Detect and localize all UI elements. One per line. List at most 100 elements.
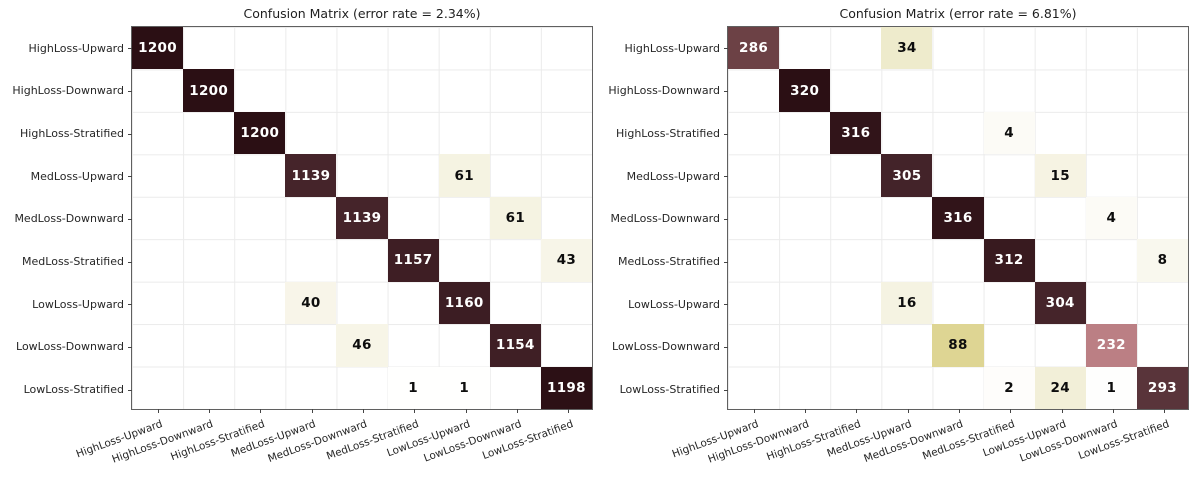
matrix-cell: 232 bbox=[1085, 324, 1137, 367]
matrix-cell bbox=[183, 27, 234, 69]
matrix-cell bbox=[439, 69, 490, 111]
y-axis-label: HighLoss-Upward bbox=[28, 41, 124, 55]
matrix-cell bbox=[1137, 69, 1188, 111]
matrix-cell bbox=[728, 239, 779, 281]
matrix-cell bbox=[1035, 69, 1086, 111]
matrix-cell bbox=[490, 367, 541, 409]
y-axis-label: LowLoss-Downward bbox=[16, 340, 124, 354]
matrix-cell bbox=[1137, 27, 1188, 69]
matrix-cell bbox=[234, 69, 285, 111]
matrix-cell bbox=[132, 324, 183, 366]
matrix-cell bbox=[728, 367, 779, 409]
matrix-cell bbox=[541, 112, 592, 154]
confusion-matrix-left: Confusion Matrix (error rate = 2.34%) 12… bbox=[12, 6, 593, 466]
matrix-cell bbox=[132, 69, 183, 111]
y-axis-tick bbox=[724, 176, 728, 178]
matrix-cell bbox=[1086, 282, 1137, 324]
matrix-cell bbox=[336, 154, 387, 196]
heatmap-grid: 286 34 320 316 4 305 15 316 4 312 8 16 304 88 232 2 24 1 2… bbox=[728, 27, 1188, 409]
matrix-cell bbox=[728, 154, 779, 196]
matrix-cell bbox=[1035, 239, 1086, 281]
matrix-cell bbox=[336, 112, 387, 154]
matrix-cell: 88 bbox=[932, 324, 984, 367]
matrix-cell bbox=[1086, 27, 1137, 69]
matrix-cell bbox=[388, 282, 439, 324]
y-axis-tick bbox=[128, 176, 132, 178]
matrix-cell bbox=[490, 27, 541, 69]
chart-title: Confusion Matrix (error rate = 2.34%) bbox=[243, 6, 481, 21]
matrix-cell: 1139 bbox=[336, 196, 388, 240]
matrix-cell bbox=[779, 239, 830, 281]
matrix-cell bbox=[183, 239, 234, 281]
matrix-cell bbox=[234, 27, 285, 69]
x-axis-label: LowLoss-Stratified bbox=[1076, 418, 1171, 463]
y-axis-tick bbox=[724, 347, 728, 348]
matrix-cell bbox=[1086, 112, 1137, 154]
matrix-cell bbox=[541, 282, 592, 324]
matrix-cell bbox=[1137, 282, 1188, 324]
matrix-cell bbox=[830, 197, 881, 239]
matrix-cell bbox=[779, 197, 830, 239]
x-axis-tick bbox=[260, 409, 262, 413]
matrix-cell bbox=[728, 112, 779, 154]
matrix-cell bbox=[285, 27, 336, 69]
matrix-cell: 34 bbox=[881, 27, 933, 70]
matrix-cell bbox=[490, 154, 541, 196]
matrix-cell bbox=[234, 282, 285, 324]
matrix-cell: 1160 bbox=[438, 281, 490, 325]
matrix-cell: 316 bbox=[932, 196, 984, 240]
matrix-cell bbox=[932, 112, 983, 154]
matrix-cell: 1 bbox=[438, 366, 490, 409]
matrix-cell bbox=[984, 154, 1035, 196]
matrix-cell bbox=[881, 69, 932, 111]
x-axis-tick bbox=[1113, 409, 1114, 413]
matrix-cell bbox=[490, 282, 541, 324]
y-axis-label: LowLoss-Upward bbox=[32, 297, 124, 311]
x-axis-tick bbox=[1061, 409, 1063, 413]
matrix-cell bbox=[336, 27, 387, 69]
y-axis-tick bbox=[724, 261, 728, 263]
y-axis-tick bbox=[128, 389, 132, 391]
matrix-cell: 316 bbox=[830, 111, 882, 155]
matrix-cell bbox=[285, 69, 336, 111]
matrix-cell bbox=[932, 154, 983, 196]
matrix-cell bbox=[336, 69, 387, 111]
matrix-cell: 304 bbox=[1034, 281, 1086, 325]
matrix-cell bbox=[1035, 112, 1086, 154]
matrix-cell bbox=[728, 197, 779, 239]
matrix-cell bbox=[183, 154, 234, 196]
matrix-cell bbox=[779, 112, 830, 154]
matrix-cell bbox=[881, 112, 932, 154]
matrix-cell bbox=[728, 69, 779, 111]
matrix-cell bbox=[183, 324, 234, 366]
chart-title: Confusion Matrix (error rate = 6.81%) bbox=[839, 6, 1077, 21]
matrix-cell bbox=[1137, 112, 1188, 154]
y-axis-tick bbox=[724, 304, 728, 306]
y-axis-label: HighLoss-Downward bbox=[12, 84, 124, 98]
y-axis-tick bbox=[128, 304, 132, 306]
matrix-cell bbox=[183, 112, 234, 154]
y-axis-label: HighLoss-Stratified bbox=[616, 127, 720, 141]
y-axis-tick bbox=[128, 48, 132, 50]
matrix-cell bbox=[388, 69, 439, 111]
matrix-cell bbox=[830, 154, 881, 196]
matrix-cell bbox=[388, 112, 439, 154]
matrix-cell bbox=[183, 367, 234, 409]
y-axis-tick bbox=[724, 133, 728, 135]
matrix-cell bbox=[490, 69, 541, 111]
matrix-cell bbox=[830, 239, 881, 281]
matrix-cell bbox=[1035, 324, 1086, 366]
matrix-cell bbox=[336, 239, 387, 281]
matrix-cell bbox=[541, 197, 592, 239]
matrix-cell bbox=[984, 324, 1035, 366]
matrix-cell bbox=[285, 367, 336, 409]
matrix-cell bbox=[779, 154, 830, 196]
matrix-cell: 15 bbox=[1034, 154, 1086, 197]
matrix-cell bbox=[1137, 154, 1188, 196]
matrix-cell bbox=[490, 112, 541, 154]
y-axis-label: MedLoss-Upward bbox=[626, 169, 720, 183]
y-axis-tick bbox=[724, 48, 728, 50]
matrix-cell bbox=[439, 197, 490, 239]
matrix-cell bbox=[779, 27, 830, 69]
y-axis-label: MedLoss-Downward bbox=[610, 212, 720, 226]
